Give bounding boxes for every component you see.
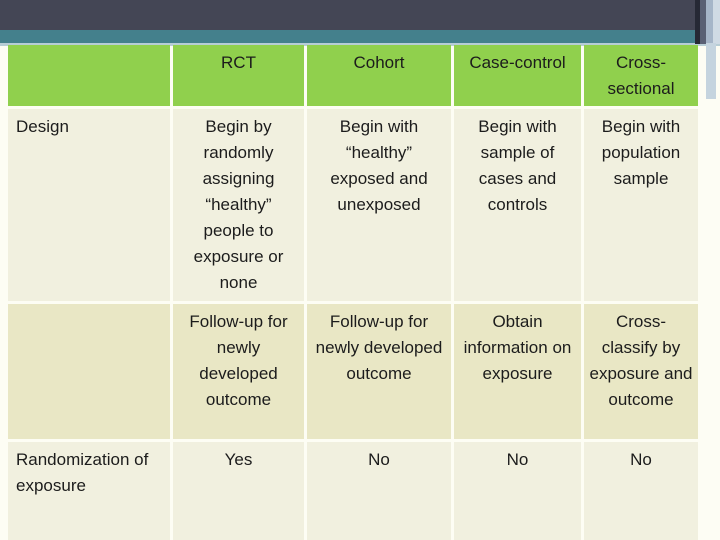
table-header-row: RCT Cohort Case-control Cross-sectional xyxy=(8,45,698,106)
corner-accent-stripe-medium xyxy=(700,0,706,44)
corner-accent-stripe-tail xyxy=(706,43,716,99)
study-design-comparison-table: RCT Cohort Case-control Cross-sectional … xyxy=(5,42,701,540)
table-row-randomization: Randomization of exposure Yes No No No xyxy=(8,442,698,540)
cell-randomization-rct: Yes xyxy=(173,442,304,540)
cell-design-cross-sectional: Begin with population sample xyxy=(584,109,698,301)
cell-design-case-control: Begin with sample of cases and controls xyxy=(454,109,581,301)
column-header-cross-sectional: Cross-sectional xyxy=(584,45,698,106)
teal-accent-band xyxy=(0,30,720,43)
cell-randomization-cohort: No xyxy=(307,442,451,540)
table-row-follow-up: Follow-up for newly developed outcome Fo… xyxy=(8,304,698,439)
corner-accent-stripe-dark xyxy=(695,0,700,44)
light-blue-accent-line xyxy=(0,43,720,46)
cell-follow-up-case-control: Obtain information on exposure xyxy=(454,304,581,439)
cell-randomization-cross-sectional: No xyxy=(584,442,698,540)
cell-design-rct: Begin by randomly assigning “healthy” pe… xyxy=(173,109,304,301)
cell-randomization-case-control: No xyxy=(454,442,581,540)
column-header-cohort: Cohort xyxy=(307,45,451,106)
row-label-blank xyxy=(8,304,170,439)
column-header-rct: RCT xyxy=(173,45,304,106)
corner-accent-stripe-light xyxy=(706,0,713,44)
table-row-design: Design Begin by randomly assigning “heal… xyxy=(8,109,698,301)
cell-follow-up-rct: Follow-up for newly developed outcome xyxy=(173,304,304,439)
top-banner-bar xyxy=(0,0,720,30)
cell-follow-up-cohort: Follow-up for newly developed outcome xyxy=(307,304,451,439)
column-header-case-control: Case-control xyxy=(454,45,581,106)
corner-accent-stripe-pale xyxy=(713,0,720,44)
cell-follow-up-cross-sectional: Cross-classify by exposure and outcome xyxy=(584,304,698,439)
column-header-blank xyxy=(8,45,170,106)
row-label-randomization: Randomization of exposure xyxy=(8,442,170,540)
row-label-design: Design xyxy=(8,109,170,301)
cell-design-cohort: Begin with “healthy” exposed and unexpos… xyxy=(307,109,451,301)
